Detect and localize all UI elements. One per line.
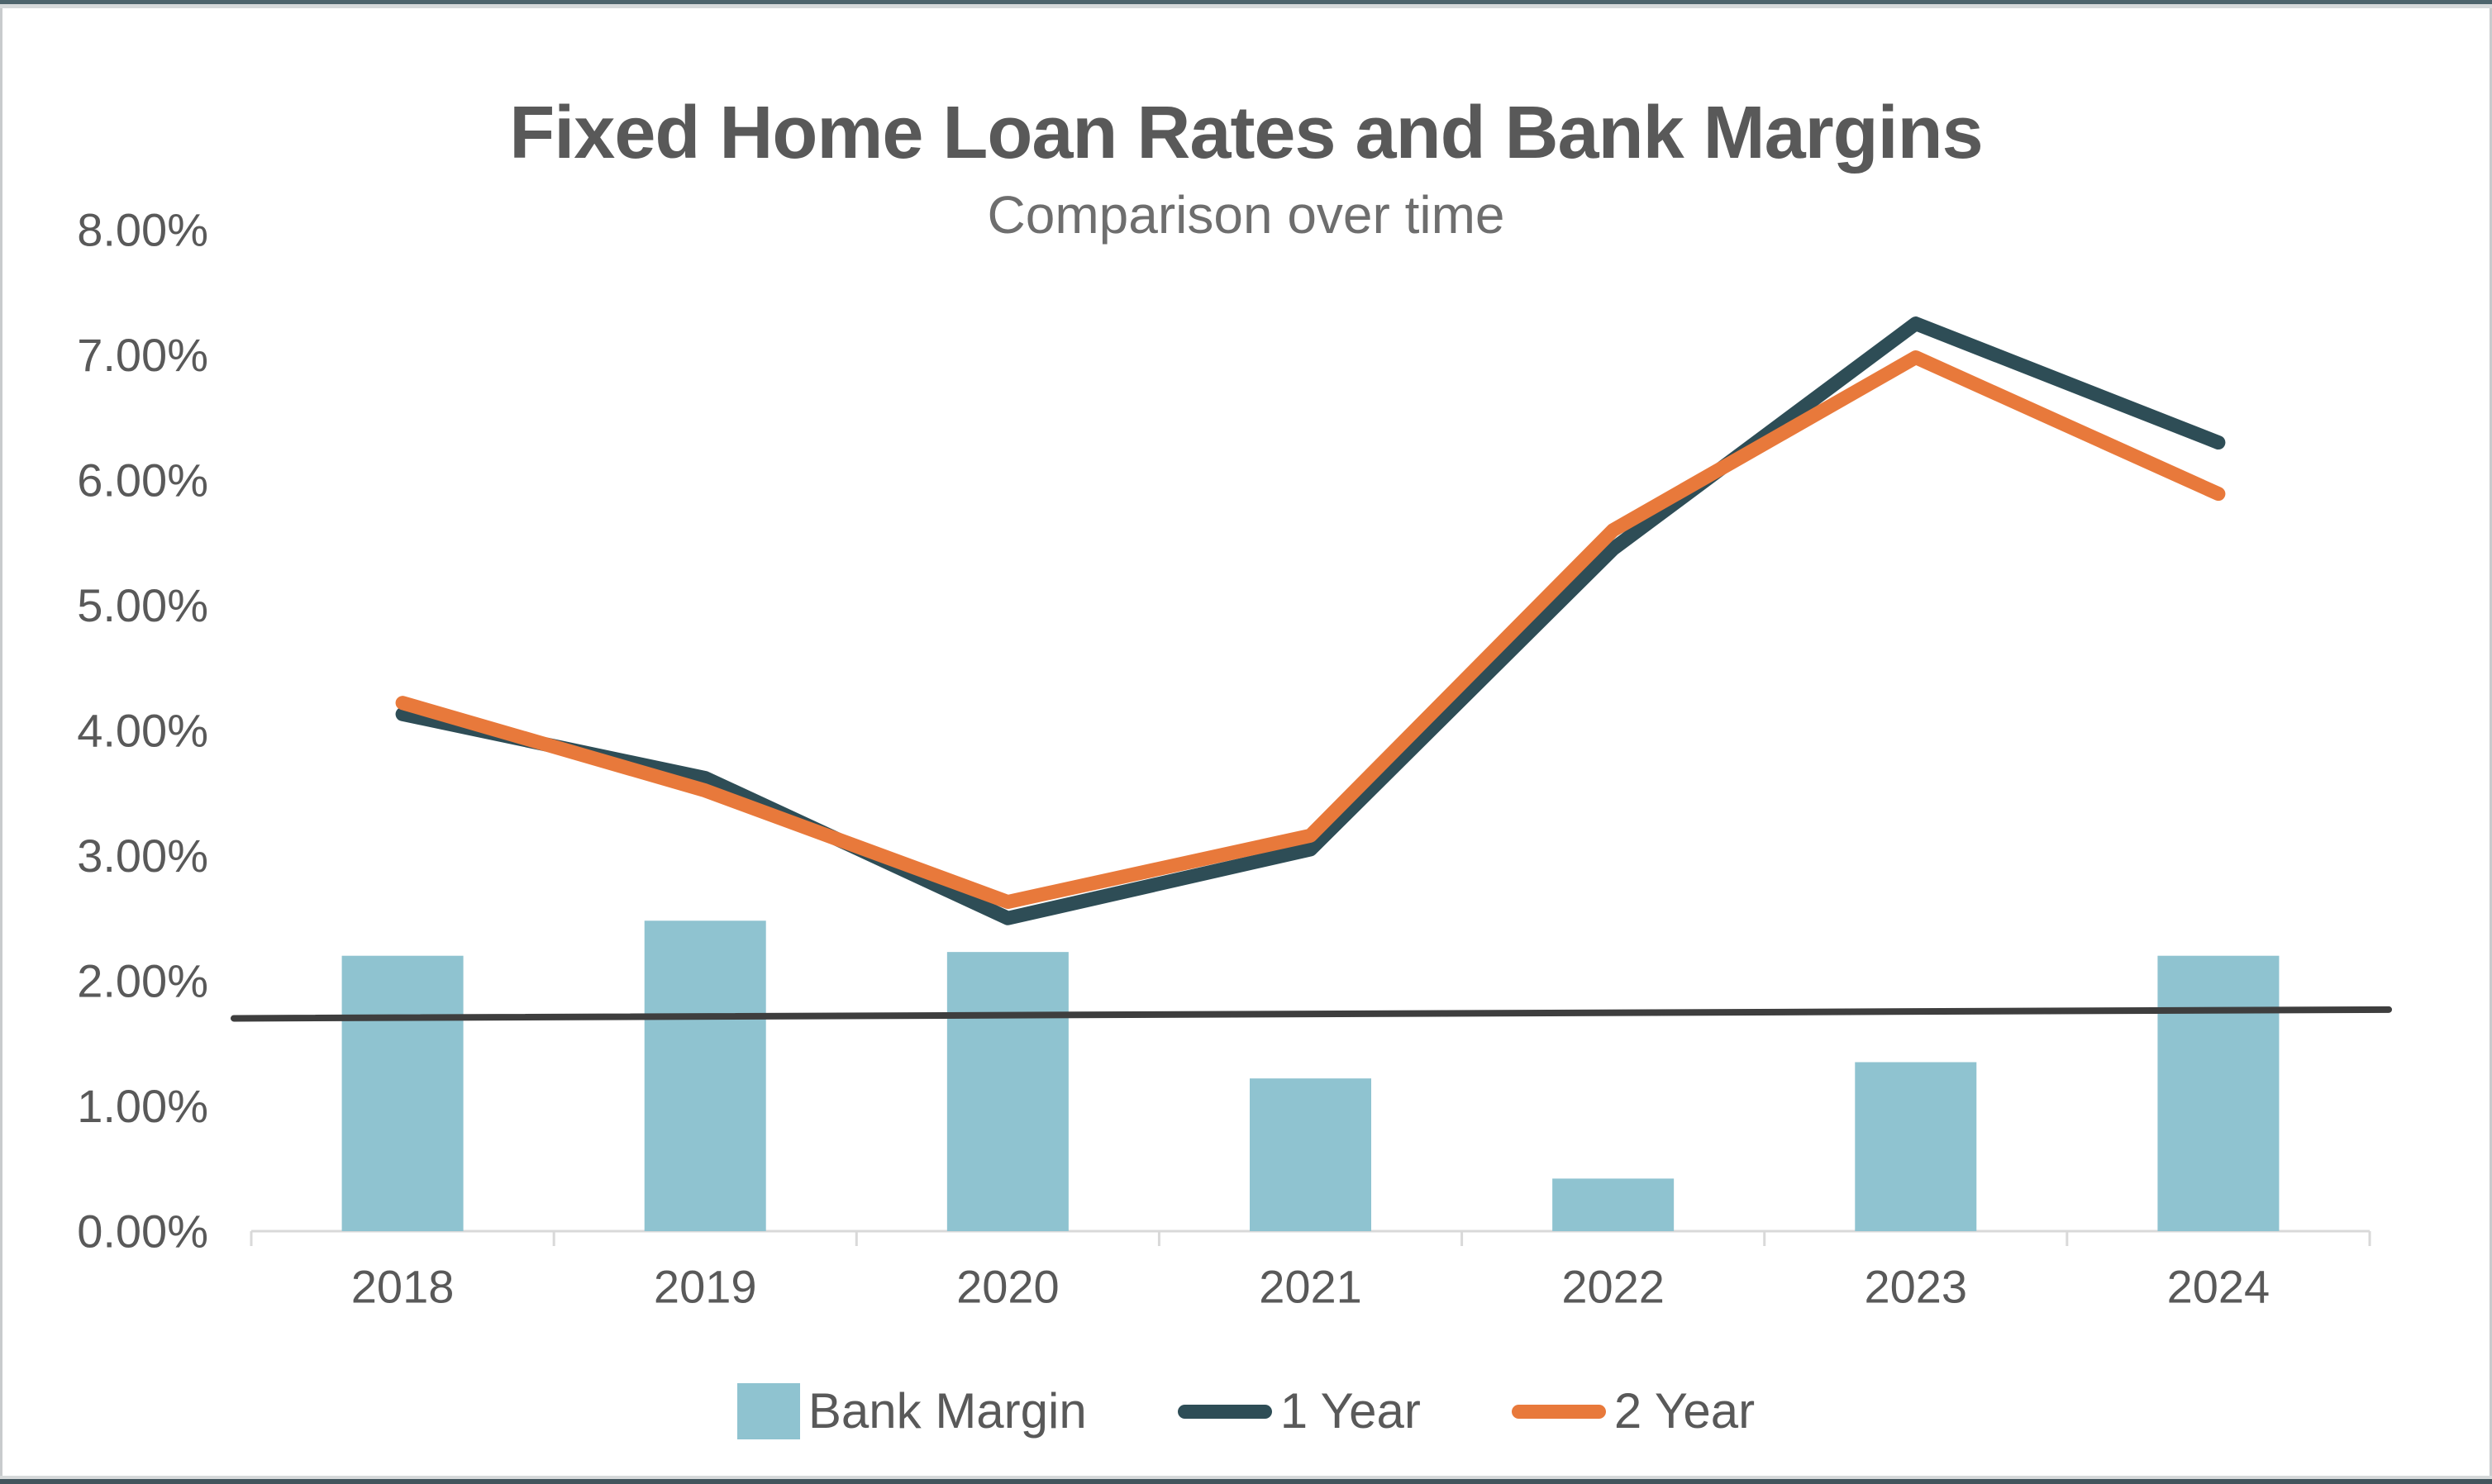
x-axis-label: 2022 <box>1561 1261 1665 1313</box>
window-frame-left <box>0 0 2 1484</box>
bank-margin-bar <box>1552 1178 1675 1231</box>
2-year-line <box>395 350 2226 910</box>
bank-margin-bar <box>1250 1078 1371 1231</box>
x-axis-label: 2021 <box>1259 1261 1362 1313</box>
y-axis-label: 0.00% <box>77 1206 208 1258</box>
1-year-line <box>395 316 2226 925</box>
bank-margin-bar <box>946 952 1069 1231</box>
window-frame-top <box>0 0 2492 4</box>
bank-margin-swatch-icon <box>736 1383 800 1439</box>
one-year-line-swatch-icon <box>1177 1404 1272 1419</box>
y-axis-label: 6.00% <box>77 454 208 507</box>
x-axis-label: 2019 <box>654 1261 757 1313</box>
bank-margin-bar <box>341 955 464 1231</box>
x-axis-label: 2018 <box>351 1261 455 1313</box>
bank-margin-bar <box>1855 1062 1977 1231</box>
legend-label-2-year: 2 Year <box>1613 1383 1756 1439</box>
window-frame-bottom-strip <box>0 1476 2492 1479</box>
x-axis-label: 2024 <box>2167 1261 2270 1313</box>
window-frame-bottom <box>0 1479 2492 1484</box>
legend-item-1-year: 1 Year <box>1177 1383 1421 1439</box>
y-axis-label: 8.00% <box>77 204 208 256</box>
y-axis-label: 7.00% <box>77 329 208 381</box>
two-year-line-swatch-icon <box>1511 1404 1606 1419</box>
bank-margin-bar <box>644 920 766 1231</box>
y-axis-label: 1.00% <box>77 1080 208 1132</box>
window-frame-top-strip <box>0 4 2492 8</box>
window-frame-right <box>2490 0 2492 1484</box>
y-axis-label: 5.00% <box>77 579 208 631</box>
bank-margin-bar <box>2157 955 2280 1231</box>
y-axis-label: 3.00% <box>77 830 208 882</box>
trend-line <box>231 1006 2392 1022</box>
legend-item-2-year: 2 Year <box>1511 1383 1756 1439</box>
x-axis-label: 2020 <box>956 1261 1060 1313</box>
legend-label-bank-margin: Bank Margin <box>808 1383 1087 1439</box>
y-axis-label: 2.00% <box>77 955 208 1007</box>
legend-item-bank-margin: Bank Margin <box>736 1383 1087 1439</box>
chart-title: Fixed Home Loan Rates and Bank Margins <box>509 92 1983 174</box>
x-axis-label: 2023 <box>1864 1261 1967 1313</box>
y-axis-label: 4.00% <box>77 705 208 757</box>
chart-subtitle: Comparison over time <box>987 185 1505 245</box>
legend-label-1-year: 1 Year <box>1279 1383 1421 1439</box>
chart-legend: Bank Margin 1 Year 2 Year <box>0 1378 2492 1444</box>
